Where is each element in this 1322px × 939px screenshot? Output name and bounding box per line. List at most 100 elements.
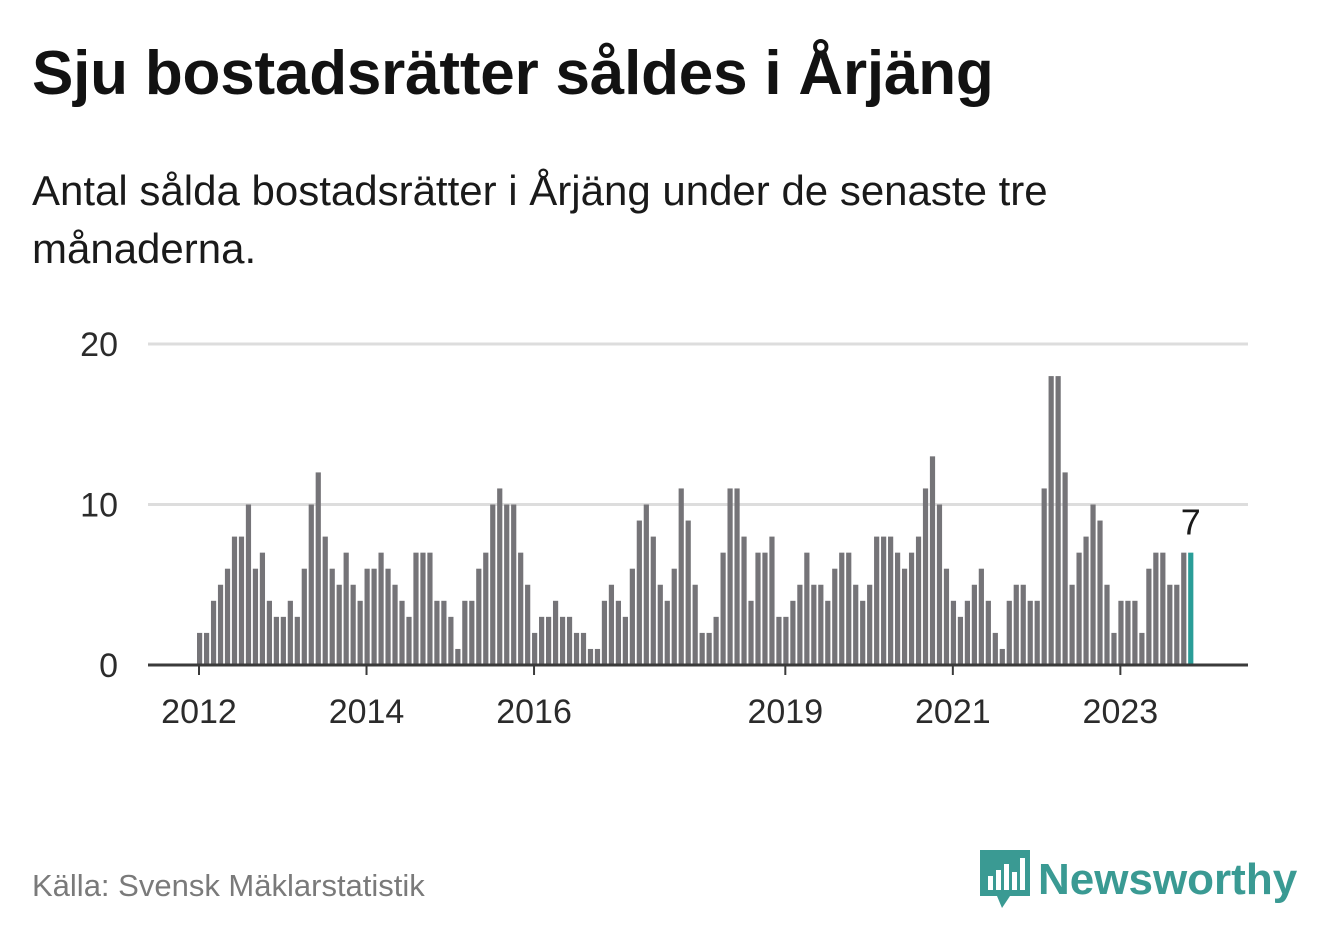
bar xyxy=(950,600,957,665)
bar xyxy=(504,504,510,665)
bar xyxy=(895,552,901,665)
bar xyxy=(559,616,566,665)
bar xyxy=(539,616,545,665)
bar xyxy=(378,552,384,665)
bar xyxy=(1034,600,1040,665)
bar xyxy=(943,568,950,665)
bar xyxy=(1020,584,1026,665)
bar xyxy=(343,552,349,665)
bar xyxy=(1132,600,1138,665)
bar xyxy=(308,504,314,665)
bar xyxy=(483,552,489,665)
bar xyxy=(336,584,342,665)
brand-name: Newsworthy xyxy=(1038,855,1298,904)
bar xyxy=(1069,584,1075,665)
bar-chart: 0 10 20 2012 2014 2016 2019 2021 2023 7 xyxy=(80,326,1248,731)
highlight-value-label: 7 xyxy=(1181,502,1201,543)
bar xyxy=(790,600,796,665)
bar xyxy=(741,536,747,665)
x-tick-label: 2023 xyxy=(1083,693,1159,731)
bar xyxy=(867,584,873,665)
bar xyxy=(720,552,726,665)
bar xyxy=(259,552,266,665)
bar xyxy=(469,600,475,665)
bar xyxy=(525,584,531,665)
bar xyxy=(699,632,705,665)
y-tick-label: 20 xyxy=(80,326,118,364)
bar xyxy=(476,568,482,665)
bar xyxy=(860,600,866,665)
bar xyxy=(776,616,782,665)
bar xyxy=(999,648,1005,665)
bar xyxy=(901,568,908,665)
bar xyxy=(1160,552,1166,665)
bar xyxy=(818,584,824,665)
bar xyxy=(287,600,293,665)
bar xyxy=(1167,584,1173,665)
bar xyxy=(371,568,377,665)
bar xyxy=(315,472,321,665)
bar xyxy=(532,632,538,665)
bar xyxy=(846,552,852,665)
bar xyxy=(811,584,817,665)
bar xyxy=(490,504,496,665)
bar xyxy=(874,536,880,665)
bar xyxy=(908,552,915,665)
bar xyxy=(1118,600,1124,665)
bar xyxy=(936,504,943,665)
bar xyxy=(1139,632,1145,665)
bar xyxy=(280,616,286,665)
bar xyxy=(1013,584,1019,665)
bar xyxy=(1083,536,1089,665)
bar xyxy=(301,568,307,665)
chart-title: Sju bostadsrätter såldes i Årjäng xyxy=(32,39,994,108)
bar xyxy=(580,632,587,665)
bar xyxy=(1090,504,1096,665)
bar xyxy=(678,488,684,665)
bar xyxy=(643,504,649,665)
bar xyxy=(888,536,894,665)
bar xyxy=(1076,552,1082,665)
bar xyxy=(881,536,887,665)
bar xyxy=(420,552,426,665)
bar xyxy=(915,536,922,665)
y-tick-label: 10 xyxy=(80,487,118,525)
bar xyxy=(1111,632,1117,665)
bar xyxy=(762,552,768,665)
bar xyxy=(783,616,789,665)
bar xyxy=(727,488,733,665)
bar xyxy=(497,488,503,665)
bar xyxy=(734,488,740,665)
bar xyxy=(231,536,238,665)
bar xyxy=(224,568,231,665)
bar xyxy=(769,536,775,665)
bar xyxy=(1097,520,1103,665)
bar xyxy=(392,584,398,665)
x-tick-label: 2012 xyxy=(161,693,237,731)
bar xyxy=(273,616,279,665)
bar xyxy=(1125,600,1131,665)
brand-logo[interactable]: Newsworthy xyxy=(980,848,1297,912)
bar xyxy=(692,584,698,665)
bar xyxy=(594,648,601,665)
bar xyxy=(462,600,468,665)
bar xyxy=(448,616,454,665)
bar xyxy=(1006,600,1012,665)
bar xyxy=(825,600,831,665)
bar xyxy=(1181,552,1187,665)
bar xyxy=(434,600,440,665)
bar xyxy=(350,584,356,665)
bar xyxy=(671,568,677,665)
bar xyxy=(657,584,663,665)
bar xyxy=(1174,584,1180,665)
bar xyxy=(601,600,608,665)
bar xyxy=(399,600,405,665)
bar xyxy=(329,568,335,665)
bar xyxy=(552,600,559,665)
bar xyxy=(1153,552,1159,665)
bar xyxy=(706,632,712,665)
bar xyxy=(971,584,977,665)
bar xyxy=(266,600,272,665)
bar xyxy=(957,616,964,665)
bar xyxy=(573,632,580,665)
